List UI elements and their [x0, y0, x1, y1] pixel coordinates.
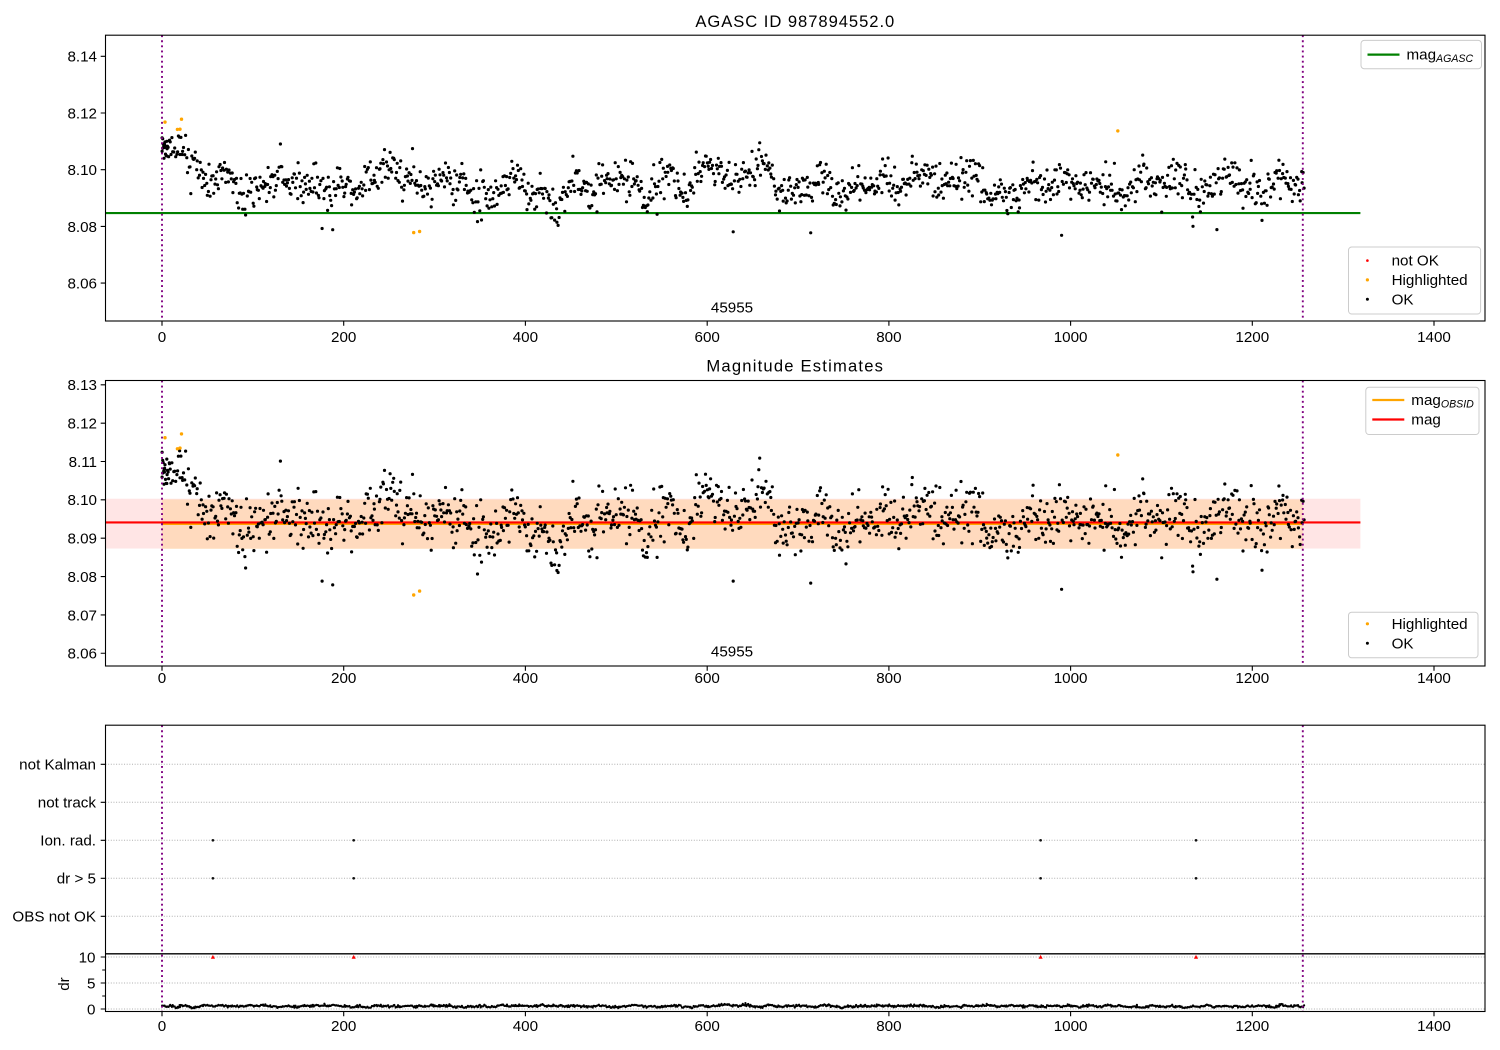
- svg-text:800: 800: [876, 670, 901, 687]
- svg-text:0: 0: [158, 1018, 166, 1035]
- svg-text:8.11: 8.11: [69, 454, 97, 471]
- svg-text:1000: 1000: [1054, 1018, 1088, 1035]
- svg-text:not OK: not OK: [1392, 253, 1439, 270]
- svg-text:dr > 5: dr > 5: [57, 871, 96, 888]
- svg-text:1400: 1400: [1417, 1018, 1451, 1035]
- svg-text:Highlighted: Highlighted: [1392, 272, 1468, 289]
- svg-text:8.12: 8.12: [67, 416, 97, 433]
- svg-text:not Kalman: not Kalman: [19, 757, 96, 774]
- svg-text:200: 200: [331, 329, 356, 346]
- svg-text:0: 0: [158, 329, 166, 346]
- svg-text:0: 0: [87, 1001, 95, 1018]
- svg-text:1400: 1400: [1417, 670, 1451, 687]
- svg-text:400: 400: [513, 1018, 538, 1035]
- svg-text:10: 10: [79, 949, 96, 966]
- svg-text:45955: 45955: [711, 643, 753, 660]
- svg-text:200: 200: [331, 1018, 356, 1035]
- svg-text:1000: 1000: [1054, 670, 1088, 687]
- svg-text:800: 800: [876, 329, 901, 346]
- svg-text:OK: OK: [1392, 291, 1414, 308]
- svg-text:Magnitude Estimates: Magnitude Estimates: [706, 356, 884, 375]
- svg-text:8.08: 8.08: [67, 219, 97, 236]
- svg-text:8.09: 8.09: [67, 531, 97, 548]
- svg-text:600: 600: [695, 329, 720, 346]
- svg-text:OK: OK: [1392, 635, 1414, 652]
- svg-text:200: 200: [331, 670, 356, 687]
- svg-text:8.10: 8.10: [67, 492, 97, 509]
- svg-text:mag: mag: [1411, 412, 1441, 429]
- svg-text:8.06: 8.06: [67, 646, 97, 663]
- svg-text:8.10: 8.10: [67, 162, 97, 179]
- svg-text:1200: 1200: [1235, 329, 1269, 346]
- svg-text:Highlighted: Highlighted: [1392, 616, 1468, 633]
- svg-text:not track: not track: [38, 795, 97, 812]
- svg-text:8.14: 8.14: [67, 49, 97, 66]
- svg-text:1000: 1000: [1054, 329, 1088, 346]
- svg-text:400: 400: [513, 670, 538, 687]
- svg-text:45955: 45955: [711, 299, 753, 316]
- svg-text:8.13: 8.13: [67, 377, 97, 394]
- svg-text:OBS not OK: OBS not OK: [12, 909, 96, 926]
- svg-text:8.12: 8.12: [67, 105, 97, 122]
- svg-text:8.08: 8.08: [67, 569, 97, 586]
- svg-text:1400: 1400: [1417, 329, 1451, 346]
- svg-text:0: 0: [158, 670, 166, 687]
- svg-text:8.06: 8.06: [67, 276, 97, 293]
- svg-text:8.07: 8.07: [67, 607, 97, 624]
- svg-text:1200: 1200: [1235, 1018, 1269, 1035]
- svg-text:400: 400: [513, 329, 538, 346]
- svg-text:dr: dr: [56, 977, 73, 991]
- svg-text:Ion. rad.: Ion. rad.: [40, 833, 96, 850]
- svg-text:AGASC ID 987894552.0: AGASC ID 987894552.0: [695, 12, 895, 31]
- svg-text:5: 5: [87, 975, 95, 992]
- svg-text:600: 600: [695, 1018, 720, 1035]
- svg-text:1200: 1200: [1235, 670, 1269, 687]
- svg-text:600: 600: [695, 670, 720, 687]
- svg-text:800: 800: [876, 1018, 901, 1035]
